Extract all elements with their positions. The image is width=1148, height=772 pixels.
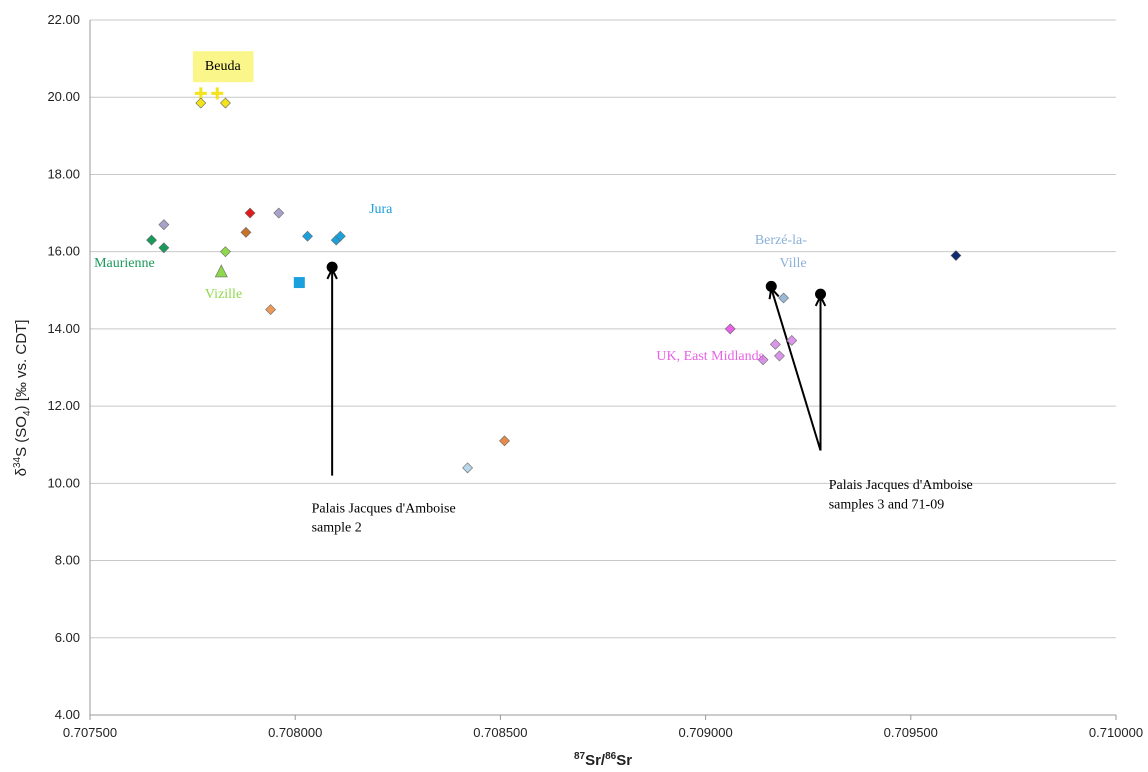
x-tick-labels: 0.707500 0.708000 0.708500 0.709000 0.709500…	[63, 725, 1143, 740]
annotation-label: Beuda	[205, 59, 242, 74]
x-tick-label: 0.708500	[473, 725, 527, 740]
annotation-label: sample 2	[312, 521, 362, 536]
data-point	[774, 350, 785, 362]
annotation-label: Palais Jacques d'Amboise	[312, 501, 456, 516]
data-point	[815, 288, 827, 300]
data-point	[220, 97, 231, 109]
data-point	[195, 97, 207, 109]
data-point	[765, 280, 777, 292]
y-tick-labels: 4.00 6.00 8.00 10.00 12.00 14.00 16.00 18.00 20.…	[47, 12, 80, 722]
data-point	[265, 304, 277, 316]
data-point	[240, 226, 252, 238]
data-point	[757, 354, 769, 366]
y-tick-label: 16.00	[47, 244, 80, 259]
data-point	[194, 87, 207, 100]
x-tick-label: 0.707500	[63, 725, 117, 740]
annotation-label: Berzé-la-	[755, 233, 807, 248]
y-tick-label: 6.00	[55, 630, 80, 645]
x-tick-label: 0.708000	[268, 725, 322, 740]
grid-lines	[90, 19, 1116, 639]
data-points	[146, 87, 962, 474]
data-point	[211, 87, 224, 100]
annotation-label: Palais Jacques d'Amboise	[829, 478, 973, 493]
annotation-label: Jura	[369, 202, 393, 217]
data-point	[334, 230, 346, 242]
data-point	[293, 277, 305, 289]
y-tick-label: 18.00	[47, 166, 80, 181]
x-tick-label: 0.709500	[884, 725, 938, 740]
data-point	[158, 242, 170, 254]
annotation-arrows	[326, 266, 827, 476]
y-tick-label: 20.00	[47, 89, 80, 104]
arrow-line	[770, 288, 822, 451]
data-point	[950, 250, 962, 261]
data-point	[778, 292, 790, 304]
data-point	[158, 219, 170, 231]
y-axis-title: δ34S (SO4) [‰ vs. CDT]	[12, 320, 33, 477]
annotation-label: UK, East Midlands	[656, 349, 764, 364]
annotation-label: samples 3 and 71-09	[829, 497, 944, 512]
x-tick-label: 0.709000	[678, 725, 732, 740]
data-point	[724, 323, 736, 335]
y-tick-label: 14.00	[47, 321, 80, 336]
data-point	[302, 230, 313, 242]
annotation-label: Ville	[779, 256, 806, 271]
y-tick-label: 12.00	[47, 398, 80, 413]
x-tick-label: 0.710000	[1089, 725, 1143, 740]
x-axis-title: 87Sr/86Sr	[574, 751, 632, 769]
y-tick-label: 10.00	[47, 475, 80, 490]
data-point	[214, 264, 228, 278]
y-tick-label: 8.00	[55, 553, 80, 568]
data-point	[220, 246, 231, 258]
annotation-labels: Beuda Jura Maurienne Vizille Berzé-la- Ville U…	[94, 51, 973, 536]
data-point	[244, 207, 256, 219]
label-highlight	[192, 51, 254, 83]
data-point	[146, 234, 157, 246]
data-point	[769, 338, 781, 350]
y-tick-label: 4.00	[55, 707, 80, 722]
data-point	[273, 207, 285, 219]
annotation-label: Maurienne	[94, 256, 155, 271]
data-point	[326, 261, 338, 273]
y-tick-label: 22.00	[47, 12, 80, 27]
annotation-label: Vizille	[205, 287, 242, 302]
data-point	[499, 435, 510, 447]
axes	[89, 20, 1117, 720]
data-point	[786, 335, 798, 346]
data-point	[462, 462, 473, 474]
